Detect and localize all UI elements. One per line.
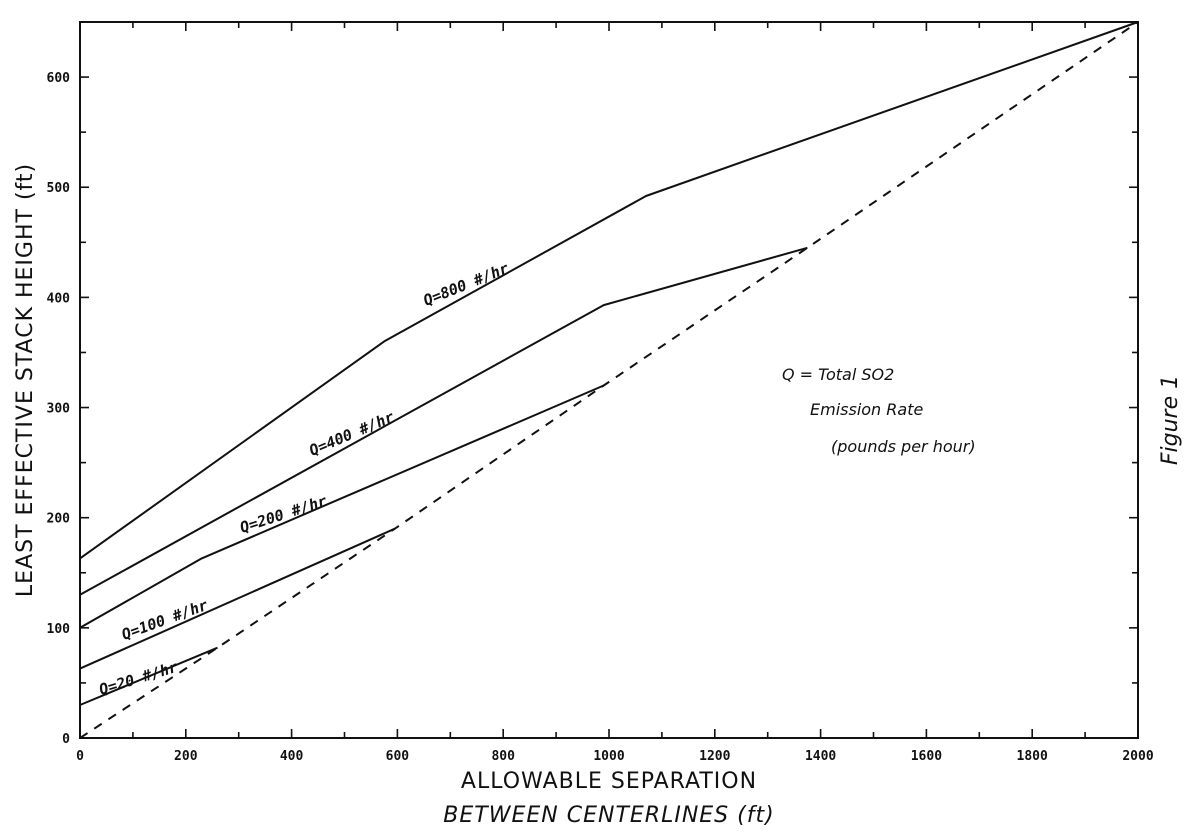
legend-line-1: Q = Total SO2 [782, 365, 894, 384]
series-line-3 [79, 527, 396, 670]
axis-ticks [79, 21, 1139, 739]
series-label-q800: Q=800 #/hr [421, 259, 511, 310]
legend: Q = Total SO2 Emission Rate (pounds per … [782, 365, 976, 456]
legend-line-2: Emission Rate [810, 400, 923, 419]
x-tick-label: 1400 [805, 749, 836, 764]
dashed-boundary-line [79, 21, 1139, 739]
x-axis-title: ALLOWABLE SEPARATION [461, 769, 757, 794]
series-label-q20: Q=20 #/hr [97, 658, 180, 699]
y-tick-label: 400 [47, 291, 71, 306]
series-lines [79, 21, 1139, 739]
tick-labels: 0 200 400 600 800 1000 1200 1400 1600 1800 2000 0 10… [47, 71, 1154, 764]
x-tick-label: 1800 [1017, 749, 1048, 764]
y-axis-title: LEAST EFFECTIVE STACK HEIGHT (ft) [13, 163, 38, 597]
series-label-q100: Q=100 #/hr [119, 596, 210, 644]
x-tick-label: 0 [76, 749, 84, 764]
x-tick-label: 1200 [699, 749, 730, 764]
x-tick-label: 800 [491, 749, 515, 764]
x-axis-title-line2: BETWEEN CENTERLINES (ft) [443, 803, 774, 828]
series-line-1 [79, 246, 808, 596]
y-tick-label: 100 [47, 622, 71, 637]
figure-label: Figure 1 [1158, 375, 1183, 465]
x-tick-label: 400 [280, 749, 304, 764]
x-tick-label: 1600 [911, 749, 942, 764]
x-tick-label: 200 [174, 749, 198, 764]
legend-line-3: (pounds per hour) [831, 437, 976, 456]
y-tick-label: 600 [47, 71, 71, 86]
series-label-q400: Q=400 #/hr [307, 408, 397, 460]
series-line-2 [79, 384, 605, 629]
x-tick-label: 1000 [593, 749, 624, 764]
series-line-4 [79, 646, 218, 706]
y-tick-label: 200 [47, 512, 71, 527]
y-tick-label: 500 [47, 181, 71, 196]
x-tick-label: 2000 [1122, 749, 1153, 764]
series-label-q200: Q=200 #/hr [238, 492, 329, 537]
x-tick-label: 600 [386, 749, 410, 764]
y-tick-label: 0 [62, 732, 70, 747]
y-tick-label: 300 [47, 402, 71, 417]
series-line-0 [79, 21, 1139, 560]
plot-frame [79, 21, 1139, 739]
